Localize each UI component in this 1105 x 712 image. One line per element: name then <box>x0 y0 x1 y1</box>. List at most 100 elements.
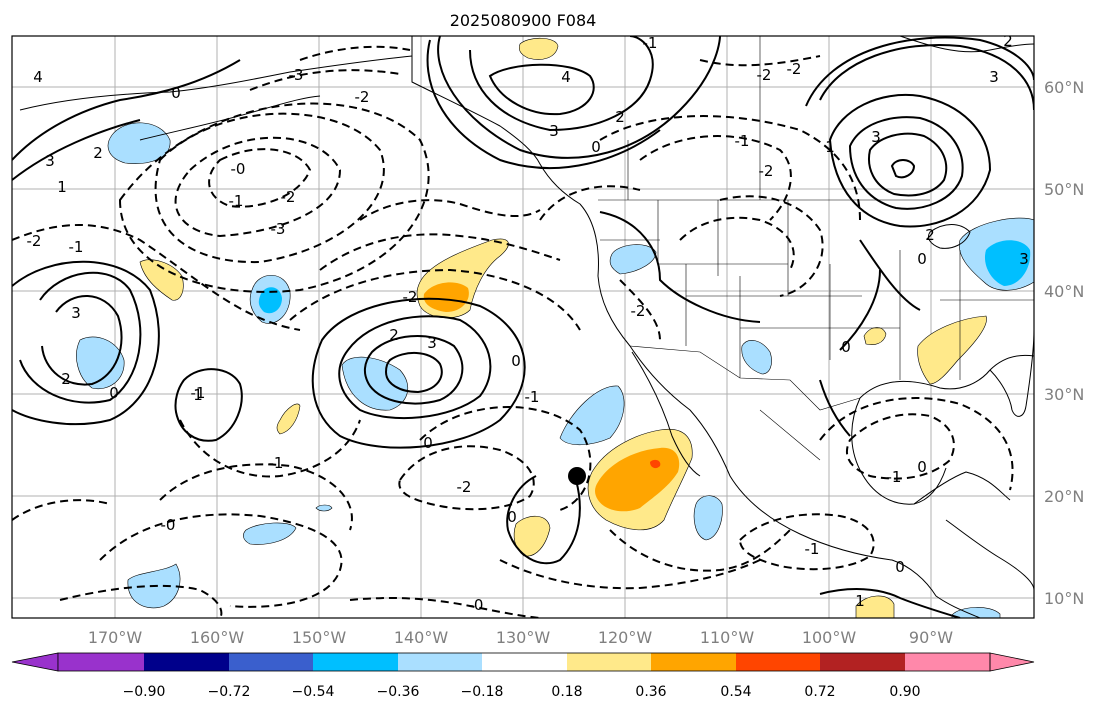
contour-label: -1 <box>735 132 750 150</box>
contour-label: 4 <box>33 68 43 86</box>
contour-neg-30 <box>349 597 541 618</box>
contour-label: -2 <box>757 66 772 84</box>
contour-neg-11 <box>99 513 343 608</box>
contour-label: 3 <box>71 304 81 322</box>
shade-pos-2 <box>139 259 184 301</box>
contour-pos-11 <box>311 297 526 449</box>
contour-label: 4 <box>561 68 571 86</box>
contour-label: 3 <box>871 128 881 146</box>
contour-pos-24 <box>839 269 881 351</box>
contour-pos-1 <box>437 36 721 159</box>
shade-neg-4 <box>341 356 409 411</box>
contour-label: -2 <box>355 88 370 106</box>
contour-label: 2 <box>389 326 399 344</box>
contour-neg-13 <box>398 445 535 511</box>
contour-label: 1 <box>57 178 67 196</box>
contour-neg-17 <box>845 413 955 480</box>
contour-neg-4 <box>118 102 430 293</box>
shade-pos-7 <box>917 315 987 385</box>
contour-neg-21 <box>599 115 861 221</box>
colorbar-extend-high <box>989 652 1035 672</box>
colorbar-bin-6 <box>482 653 567 671</box>
contour-label: 1 <box>193 386 203 404</box>
contour-pos-10 <box>384 352 443 394</box>
contour-label: 0 <box>917 250 927 268</box>
contour-label: -1 <box>69 238 84 256</box>
lat-label: 10°N <box>1044 589 1084 608</box>
colorbar-tick-label: 0.18 <box>551 684 582 700</box>
colorbar-bin-4 <box>313 653 398 671</box>
colorbar-bin-7 <box>567 653 651 671</box>
lat-label: 20°N <box>1044 487 1084 506</box>
contour-neg-3 <box>154 112 385 264</box>
contour-label: -2 <box>403 288 418 306</box>
contour-label: -0 <box>469 596 484 614</box>
contour-label: -1 <box>887 468 902 486</box>
colorbar-frame <box>57 652 991 672</box>
contour-label: -2 <box>281 188 296 206</box>
colorbar-tick-label: −0.54 <box>292 684 335 700</box>
contour-pos-16 <box>890 159 916 179</box>
contour-label: -2 <box>631 302 646 320</box>
shade-neg-2b <box>258 287 282 314</box>
contour-label: 1 <box>855 592 865 610</box>
colorbar-bin-11 <box>905 653 990 671</box>
shade-neg-3 <box>76 336 125 390</box>
shade-neg-11 <box>243 522 297 545</box>
lon-label: 110°W <box>700 628 755 647</box>
chart-title: 2025080900 F084 <box>450 11 597 30</box>
contour-label: -2 <box>27 232 42 250</box>
contour-label: 0 <box>423 434 433 452</box>
colorbar-bin-1 <box>58 653 144 671</box>
contour-neg-1 <box>208 148 312 208</box>
contour-pos-15 <box>868 132 948 197</box>
coast-lakes <box>927 224 971 249</box>
contour-neg-7 <box>319 233 561 271</box>
contour-label: -0 <box>161 516 176 534</box>
map-area: 4 3 2 1 0 -0 -1 -2 -3 3 2 -1 -2 -3 -2 3 … <box>11 35 1035 619</box>
colorbar-bin-8 <box>651 653 736 671</box>
coast-central-america <box>945 519 1034 591</box>
contour-label: 0 <box>917 458 927 476</box>
contour-label: -1 <box>269 454 284 472</box>
contour-label: 3 <box>1019 250 1029 268</box>
contour-pos-21 <box>174 368 243 442</box>
contour-neg-24 <box>299 45 411 61</box>
contour-neg-27 <box>539 185 641 221</box>
colorbar-bin-2 <box>144 653 229 671</box>
colorbar-tick-label: 0.72 <box>804 684 835 700</box>
contour-pos-8 <box>338 315 492 419</box>
colorbar-tick-label: 0.54 <box>720 684 751 700</box>
lon-label: 90°W <box>909 628 953 647</box>
colorbar-bin-10 <box>820 653 905 671</box>
lon-label: 130°W <box>496 628 551 647</box>
contour-neg-15 <box>609 529 791 572</box>
contour-pos-4 <box>426 39 661 170</box>
contour-neg-23 <box>12 499 111 521</box>
contour-pos-26 <box>859 239 921 311</box>
border-mx-1 <box>759 409 821 461</box>
contour-label: 0 <box>841 338 851 356</box>
contour-neg-12 <box>59 584 223 618</box>
coast-north-america-west <box>411 36 981 618</box>
shade-neg-5 <box>559 385 625 446</box>
shade-pos-5 <box>513 515 551 557</box>
lon-label: 170°W <box>88 628 143 647</box>
contour-label: -2 <box>457 478 472 496</box>
shade-neg-12 <box>951 607 1001 618</box>
contour-neg-22 <box>619 279 661 341</box>
contour-label: -0 <box>231 160 246 178</box>
shaded-fields <box>76 37 1034 618</box>
coast-gulf-mexico <box>859 354 1034 399</box>
contour-label: -3 <box>289 66 304 84</box>
contour-pos-13 <box>828 93 992 228</box>
contour-label: 0 <box>171 84 181 102</box>
contour-pos-6 <box>41 295 123 386</box>
coast-hudson <box>899 36 1034 53</box>
shade-neg-7 <box>741 340 772 375</box>
colorbar-bin-3 <box>229 653 313 671</box>
map-frame <box>11 35 1035 619</box>
colorbar-bin-9 <box>736 653 820 671</box>
shade-neg-9b <box>984 240 1031 286</box>
